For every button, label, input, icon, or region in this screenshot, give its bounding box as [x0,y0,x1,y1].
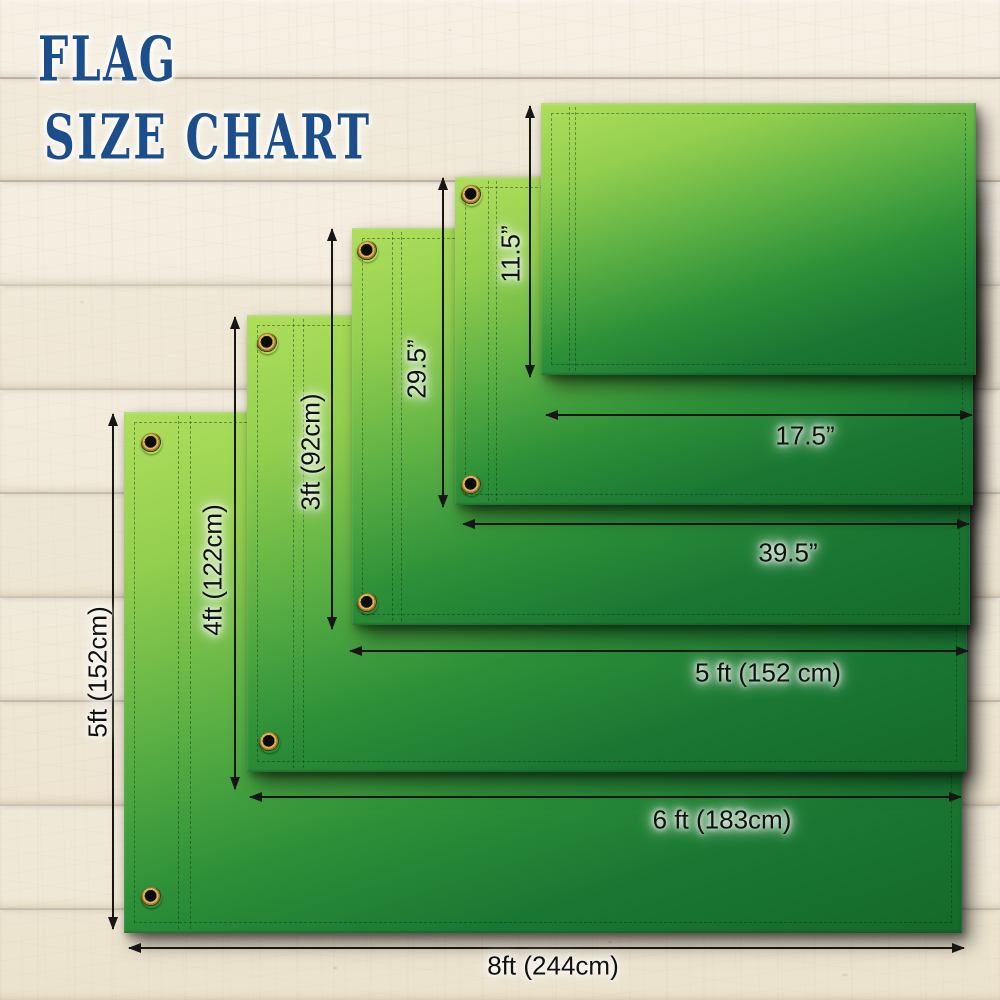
width-label-8ft: 8ft (244cm) [487,950,619,981]
height-arrow-3ft [327,228,337,630]
width-arrow-39.5in [462,519,970,529]
grommet-icon [141,887,162,908]
width-arrow-6ft [249,792,962,802]
height-arrow-5ft [108,413,118,930]
grommet-icon [461,475,482,496]
wood-plank [0,0,1000,79]
grommet-icon [357,241,378,262]
height-arrow-29.5in [438,177,448,508]
title-line-2: SIZE CHART [44,102,372,174]
grommet-icon [357,593,378,614]
height-arrow-11.5in [525,105,535,378]
width-arrow-5ft [349,646,969,656]
grommet-icon [461,185,482,206]
height-label-4ft: 4ft (122cm) [197,504,228,636]
height-arrow-4ft [230,316,240,790]
title-line-1: FLAG [38,24,178,96]
width-label-17.5in: 17.5” [775,420,835,451]
flag-17.5x11.5-inch [541,103,976,375]
width-arrow-17.5in [545,410,973,420]
height-label-29.5in: 29.5” [401,339,432,399]
height-label-3ft: 3ft (92cm) [295,393,326,511]
height-label-5ft: 5ft (152cm) [82,606,113,738]
height-label-11.5in: 11.5” [495,225,526,283]
grommet-icon [257,333,278,354]
width-label-6ft: 6 ft (183cm) [652,804,792,835]
width-label-39.5in: 39.5” [758,537,818,568]
grommet-icon [259,732,280,753]
width-arrow-8ft [128,943,965,953]
width-label-5ft: 5 ft (152 cm) [695,657,841,688]
grommet-icon [141,433,162,454]
